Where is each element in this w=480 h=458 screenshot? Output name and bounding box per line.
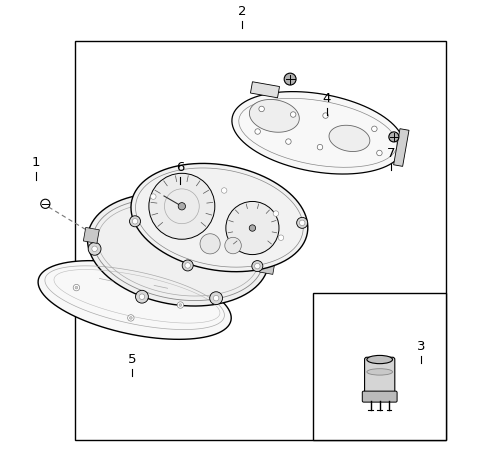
Circle shape (249, 225, 256, 231)
Polygon shape (131, 164, 308, 272)
Circle shape (178, 202, 185, 210)
Circle shape (290, 112, 296, 117)
Circle shape (226, 202, 279, 255)
Polygon shape (329, 125, 370, 152)
Polygon shape (251, 82, 279, 98)
Circle shape (177, 302, 184, 308)
Circle shape (199, 195, 212, 207)
Polygon shape (232, 92, 404, 174)
Polygon shape (87, 193, 269, 306)
Circle shape (214, 295, 219, 301)
Circle shape (128, 315, 134, 321)
Circle shape (132, 218, 138, 224)
Circle shape (41, 199, 50, 208)
Text: 1: 1 (32, 157, 40, 169)
Circle shape (92, 246, 97, 251)
Text: 2: 2 (238, 5, 247, 18)
FancyBboxPatch shape (362, 391, 397, 402)
Circle shape (225, 237, 241, 254)
Circle shape (182, 260, 193, 271)
Circle shape (278, 235, 284, 240)
Ellipse shape (367, 369, 393, 375)
Text: 6: 6 (176, 161, 185, 174)
Circle shape (372, 126, 377, 131)
Circle shape (179, 304, 182, 306)
Ellipse shape (367, 355, 393, 364)
Text: 3: 3 (417, 340, 425, 353)
Circle shape (139, 294, 144, 300)
Circle shape (255, 244, 268, 257)
Circle shape (130, 216, 141, 227)
Circle shape (317, 144, 323, 150)
Circle shape (254, 263, 260, 269)
Circle shape (252, 261, 263, 272)
Circle shape (151, 194, 156, 199)
Circle shape (200, 234, 220, 254)
Text: 4: 4 (323, 93, 331, 105)
Circle shape (259, 106, 264, 112)
Circle shape (300, 220, 305, 226)
Circle shape (273, 211, 279, 216)
Bar (313, 293, 446, 440)
Bar (259, 258, 275, 274)
Circle shape (73, 284, 80, 291)
FancyBboxPatch shape (365, 357, 395, 396)
Circle shape (203, 198, 208, 204)
Circle shape (255, 129, 260, 134)
Circle shape (323, 113, 328, 118)
Circle shape (210, 292, 223, 305)
Circle shape (88, 242, 101, 255)
Circle shape (259, 248, 264, 253)
Polygon shape (394, 129, 409, 166)
Circle shape (297, 218, 308, 229)
Bar (75, 41, 446, 440)
Circle shape (130, 316, 132, 319)
Text: 7: 7 (387, 147, 396, 160)
Circle shape (286, 139, 291, 144)
Circle shape (284, 73, 296, 85)
Bar (84, 228, 99, 243)
Circle shape (221, 188, 227, 193)
Circle shape (135, 290, 148, 303)
Polygon shape (250, 99, 300, 132)
Circle shape (75, 286, 78, 289)
Text: 5: 5 (128, 354, 137, 366)
Polygon shape (38, 261, 231, 339)
Circle shape (389, 132, 399, 142)
Circle shape (377, 150, 382, 156)
Circle shape (185, 263, 191, 268)
Circle shape (149, 173, 215, 239)
